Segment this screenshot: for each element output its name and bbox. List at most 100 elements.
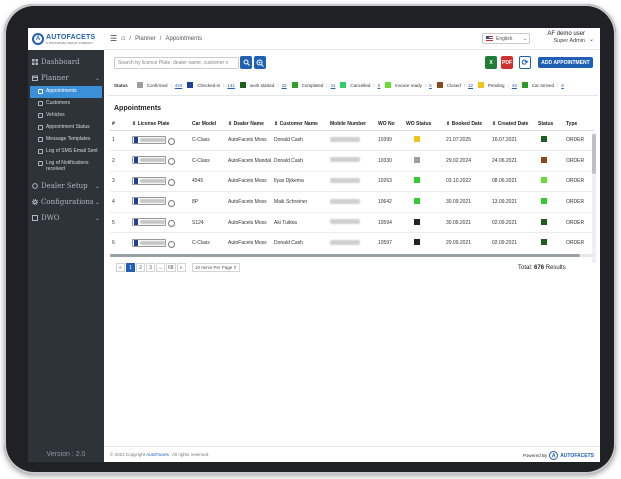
home-icon[interactable]: ⌂ xyxy=(121,35,126,42)
sidebar-item-label: Planner xyxy=(41,74,69,82)
table-row[interactable]: 6 C-Class AutoFacets Moss Donald Cash 10597 2… xyxy=(110,232,594,253)
sidebar-item-configurations[interactable]: Configurations ⌄ xyxy=(28,194,104,210)
status-count[interactable]: 6 xyxy=(561,82,564,88)
table-row[interactable]: 2 C-Class AutoFacets Mandal Donald Cash 1033… xyxy=(110,150,594,172)
vertical-scrollbar[interactable] xyxy=(592,133,596,263)
wo-status-cell xyxy=(404,171,444,193)
wo-number[interactable]: 10642 xyxy=(376,191,404,213)
chevron-down-icon: ⌄ xyxy=(94,214,100,222)
status-icon xyxy=(38,125,43,130)
license-plate-cell[interactable] xyxy=(130,130,190,152)
license-plate[interactable] xyxy=(132,156,166,165)
customer-name[interactable]: Donald Cash xyxy=(272,130,328,152)
sidebar-item-notifications-log[interactable]: Log of Notifications received xyxy=(28,158,104,174)
items-per-page-select[interactable]: 10 Items Per Page ⇕ xyxy=(192,263,240,272)
language-select[interactable]: English ⌄ xyxy=(482,33,530,44)
chevron-down-icon[interactable]: ⌄ xyxy=(589,37,595,43)
wo-number[interactable]: 10330 xyxy=(376,150,404,172)
status-count[interactable]: 5 xyxy=(429,82,432,88)
add-appointment-button[interactable]: ADD APPOINTMENT xyxy=(538,57,593,68)
sidebar-item-vehicles[interactable]: Vehicles xyxy=(28,110,104,122)
license-plate[interactable] xyxy=(132,218,166,227)
column-header[interactable]: WO No xyxy=(376,119,404,131)
customer-name[interactable]: Donald Cash xyxy=(272,232,328,253)
status-count[interactable]: 22 xyxy=(281,82,287,88)
status-count[interactable]: 12 xyxy=(467,82,473,88)
sidebar-item-sms-email-log[interactable]: Log of SMS Email Sent xyxy=(28,146,104,158)
page-button[interactable]: ... xyxy=(156,263,165,272)
column-header[interactable]: ⇕ Booked Date xyxy=(444,119,490,131)
column-header[interactable]: Mobile Number xyxy=(328,119,376,131)
advanced-search-button[interactable] xyxy=(254,56,266,69)
mobile-number-redacted xyxy=(330,198,360,204)
status-count[interactable]: 5 xyxy=(377,82,381,88)
license-plate-cell[interactable] xyxy=(130,150,190,172)
search-button[interactable] xyxy=(240,56,252,69)
license-plate[interactable] xyxy=(132,135,166,144)
status-swatch xyxy=(436,82,443,88)
license-plate-cell[interactable] xyxy=(130,171,190,193)
table-row[interactable]: 1 C-Class AutoFacets Moss Donald Cash 10399 2… xyxy=(110,130,594,152)
eu-flag-icon xyxy=(134,239,138,246)
column-header[interactable]: Type xyxy=(564,119,594,131)
wo-number[interactable]: 10597 xyxy=(376,232,404,253)
sidebar-item-planner[interactable]: Planner ⌄ xyxy=(28,70,104,86)
pdf-export-icon[interactable]: PDF xyxy=(501,56,513,69)
status-count[interactable]: 141 xyxy=(227,82,235,88)
license-plate[interactable] xyxy=(132,238,166,247)
column-header[interactable]: ⇕ Created Date xyxy=(490,119,536,131)
table-row[interactable]: 5 S124 AutoFacets Moss Aki Tuikka 10594 30.09… xyxy=(110,212,594,234)
user-menu[interactable]: AF demo user Super Admin xyxy=(541,31,585,45)
mobile-number-redacted xyxy=(330,136,360,142)
sidebar-item-appointment-status[interactable]: Appointment Status xyxy=(28,122,104,134)
table-row[interactable]: 4 8P AutoFacets Moss Maik Schreiner 10642 30.… xyxy=(110,191,594,213)
page-button[interactable]: 1 xyxy=(126,263,135,272)
menu-toggle-icon[interactable]: ☰ xyxy=(110,34,118,43)
refresh-icon[interactable]: ⟳ xyxy=(519,56,531,69)
page-button[interactable]: « xyxy=(116,263,125,272)
page-button[interactable]: 3 xyxy=(146,263,155,272)
divider xyxy=(108,95,598,96)
brand-logo[interactable]: A AUTOFACETS A SOFTWARE GROUP COMPANY xyxy=(28,28,104,50)
status-count[interactable]: 11 xyxy=(330,82,336,88)
customer-name[interactable]: Ilyas Djikema xyxy=(272,171,328,193)
license-plate-cell[interactable] xyxy=(130,191,190,213)
sidebar-item-dealer-setup[interactable]: Dealer Setup ⌄ xyxy=(28,178,104,194)
column-header[interactable]: WO Status xyxy=(404,119,444,131)
excel-export-icon[interactable]: X xyxy=(485,56,497,69)
status-count[interactable]: 43 xyxy=(511,82,517,88)
license-plate-cell[interactable] xyxy=(130,212,190,234)
page-button[interactable]: » xyxy=(176,263,186,272)
page-button[interactable]: 2 xyxy=(136,263,145,272)
page-button[interactable]: 68 xyxy=(166,263,176,272)
dealer-name: AutoFacets Moss xyxy=(226,130,272,152)
sidebar-item-message-templates[interactable]: Message Templates xyxy=(28,134,104,146)
license-plate[interactable] xyxy=(132,197,166,206)
sidebar-item-appointments[interactable]: Appointments xyxy=(30,86,102,98)
customer-name[interactable]: Donald Cash xyxy=(272,150,328,172)
powered-by-logo[interactable]: AUTOFACETS xyxy=(560,452,594,459)
sidebar-item-customers[interactable]: Customers xyxy=(28,98,104,110)
search-input[interactable]: Search by licence Plate, dealer name, cu… xyxy=(114,57,239,69)
license-plate[interactable] xyxy=(132,176,166,185)
vertical-scroll-thumb[interactable] xyxy=(592,134,596,174)
customer-name[interactable]: Maik Schreiner xyxy=(272,191,328,213)
wo-number[interactable]: 10263 xyxy=(376,171,404,193)
column-header[interactable]: Car Model xyxy=(190,119,226,131)
column-header[interactable]: ⇕ Dealer Name xyxy=(226,119,272,131)
column-header[interactable]: # xyxy=(110,119,130,131)
breadcrumb-planner[interactable]: Planner xyxy=(135,35,156,42)
customer-name[interactable]: Aki Tuikka xyxy=(272,212,328,234)
copyright-link[interactable]: AutoFacets xyxy=(146,452,169,457)
column-header[interactable]: Status xyxy=(536,119,564,131)
table-row[interactable]: 3 4545 AutoFacets Moss Ilyas Djikema 10263 03… xyxy=(110,171,594,193)
column-header[interactable]: ⇕ License Plate xyxy=(130,119,190,131)
wo-number[interactable]: 10594 xyxy=(376,212,404,234)
license-plate-cell[interactable] xyxy=(130,232,190,253)
sidebar-item-dwo[interactable]: DWO ⌄ xyxy=(28,210,104,226)
sidebar-item-dashboard[interactable]: Dashboard xyxy=(28,54,104,70)
status-count[interactable]: 434 xyxy=(174,82,183,88)
horizontal-scroll-thumb[interactable] xyxy=(110,254,580,257)
wo-number[interactable]: 10399 xyxy=(376,130,404,152)
column-header[interactable]: ⇕ Customer Name xyxy=(272,119,328,131)
